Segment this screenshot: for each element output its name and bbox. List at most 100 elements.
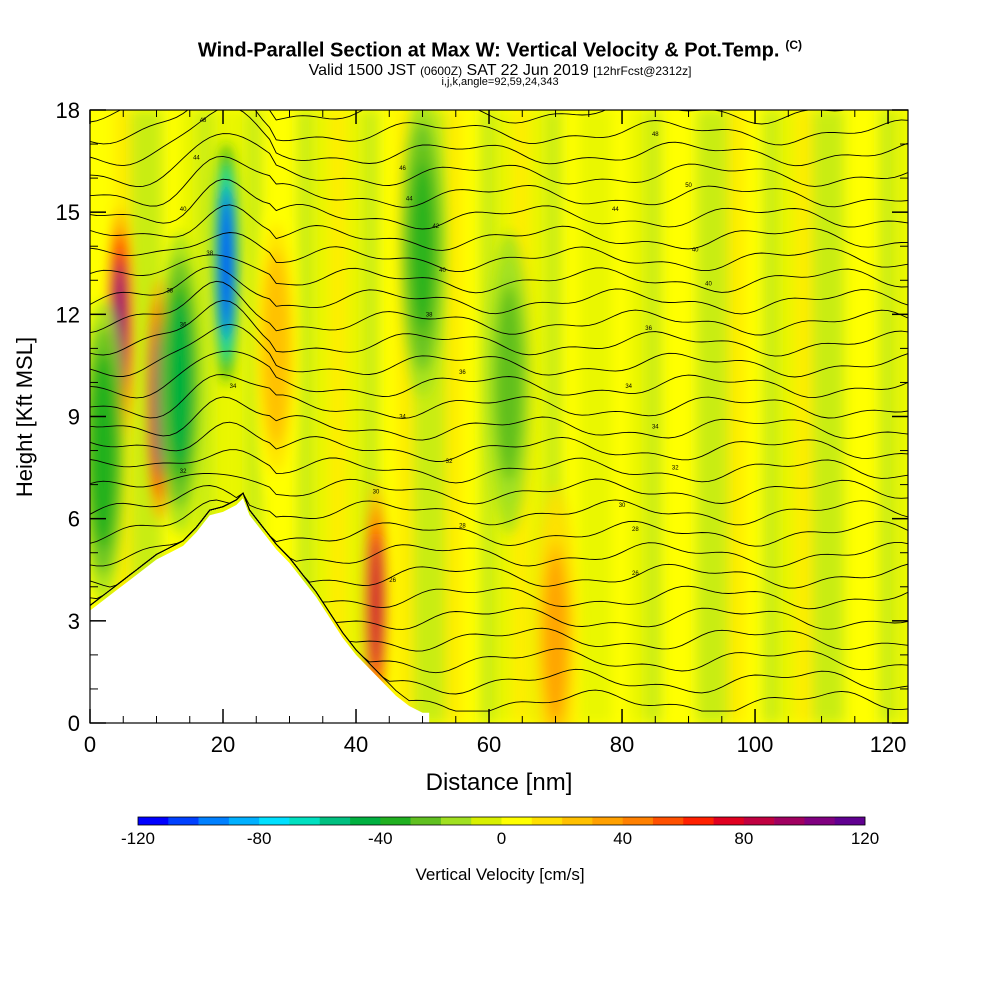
velocity-features	[90, 110, 578, 723]
y-tick-label: 0	[68, 711, 80, 736]
copyright-mark: (C)	[785, 38, 803, 52]
colorbar-swatch	[198, 817, 230, 825]
contour-label: 36	[645, 326, 652, 332]
colorbar-swatch	[531, 817, 563, 825]
contour-label: 32	[672, 466, 679, 472]
velocity-stripe	[711, 110, 730, 723]
isentrope-line	[90, 492, 908, 547]
x-tick-label: 0	[84, 732, 96, 757]
terrain-mask	[90, 498, 430, 723]
velocity-stripe	[346, 110, 364, 723]
colorbar-swatch	[622, 817, 654, 825]
y-tick-label: 9	[68, 405, 80, 430]
x-tick-label: 20	[211, 732, 235, 757]
isentrope-line	[90, 449, 908, 484]
colorbar-swatch	[592, 817, 623, 825]
valid-date: SAT 22 Jun 2019	[466, 62, 589, 79]
y-axis-label: Height [Kft MSL]	[12, 337, 37, 497]
colorbar-swatch	[138, 817, 169, 825]
velocity-core	[167, 299, 192, 465]
velocity-stripe	[661, 110, 680, 723]
colorbar: -120 -80 -40 0 40 80 120	[121, 816, 879, 848]
contour-label: 38	[426, 312, 433, 318]
velocity-stripe	[595, 110, 614, 723]
x-axis: 0 20 40 60 80 100 120	[84, 110, 906, 757]
colorbar-swatch	[683, 817, 714, 825]
contour-label: 28	[459, 523, 466, 529]
isentrope-line	[90, 374, 908, 419]
valid-utc: (0600Z)	[420, 64, 463, 78]
velocity-stripe	[678, 110, 697, 723]
colorbar-swatch	[834, 817, 866, 825]
colorbar-tick-label: -40	[368, 829, 393, 848]
colorbar-swatch	[774, 817, 805, 825]
y-tick-label: 15	[56, 200, 80, 225]
contour-label: 28	[632, 527, 639, 533]
contour-label: 34	[652, 425, 659, 431]
isentrope-line	[90, 421, 908, 462]
velocity-stripe	[312, 110, 331, 723]
isentrope-line	[90, 110, 847, 125]
isentrope-line	[90, 350, 908, 399]
colorbar-swatch	[350, 817, 381, 825]
velocity-stripe	[778, 110, 797, 723]
contour-label: 48	[652, 132, 659, 138]
contour-label: 46	[399, 166, 406, 172]
contour-label: 40	[180, 207, 187, 213]
ijk-angle-label: i,j,k,angle=92,59,24,343	[441, 76, 559, 88]
velocity-stripe	[745, 110, 764, 723]
colorbar-swatch	[410, 817, 442, 825]
isentrope-line	[90, 110, 908, 146]
isentrope-line	[90, 133, 908, 188]
valid-prefix: Valid 1500 JST	[308, 62, 416, 79]
velocity-stripe	[761, 110, 780, 723]
isentrope-line	[90, 110, 908, 167]
colorbar-swatch	[652, 817, 684, 825]
contour-label: 26	[389, 578, 396, 584]
chart-title-text: Wind-Parallel Section at Max W: Vertical…	[197, 39, 780, 62]
colorbar-swatch	[319, 817, 351, 825]
isentrope-line	[90, 155, 908, 208]
colorbar-swatch	[713, 817, 745, 825]
y-tick-label: 6	[68, 507, 80, 532]
velocity-stripe	[728, 110, 747, 723]
isentrope-line	[90, 280, 908, 336]
isentrope-line	[90, 396, 908, 441]
contour-label: 36	[180, 323, 187, 329]
contour-labels: 48 46 44 44 48 50 44 40 42 40 38 40 40 38 38 36 36 36 34 34…	[166, 118, 712, 584]
velocity-stripe	[828, 110, 847, 723]
velocity-stripe	[695, 110, 714, 723]
y-tick-label: 18	[56, 98, 80, 123]
contour-label: 42	[432, 224, 439, 230]
colorbar-label: Vertical Velocity [cm/s]	[415, 865, 584, 884]
velocity-core	[496, 299, 522, 465]
contour-label: 30	[619, 503, 626, 509]
isentrope-line	[90, 266, 908, 315]
x-tick-label: 100	[737, 732, 774, 757]
chart-title: Wind-Parallel Section at Max W: Vertical…	[0, 38, 1000, 63]
contour-label: 44	[612, 207, 619, 213]
contour-label: 34	[625, 384, 632, 390]
colorbar-swatch	[562, 817, 593, 825]
x-axis-label: Distance [nm]	[426, 769, 573, 796]
isentrope-line	[90, 492, 908, 568]
contour-label: 34	[399, 415, 406, 421]
isentrope-line	[90, 323, 908, 378]
plot-area: 48 46 44 44 48 50 44 40 42 40 38 40 40 38 38 36 36 36 34 34…	[90, 110, 908, 723]
velocity-stripe	[578, 110, 597, 723]
x-tick-label: 40	[344, 732, 368, 757]
velocity-core	[264, 265, 289, 431]
isentrope-line	[90, 232, 908, 273]
velocity-stripe	[861, 110, 880, 723]
colorbar-swatch	[289, 817, 321, 825]
isentrope-line	[90, 473, 908, 505]
colorbar-swatch	[380, 817, 411, 825]
contour-label: 34	[230, 384, 237, 390]
colorbar-swatch	[259, 817, 290, 825]
valid-time-line: Valid 1500 JST (0600Z) SAT 22 Jun 2019 […	[0, 62, 1000, 80]
colorbar-swatch	[471, 817, 502, 825]
velocity-stripe	[844, 110, 863, 723]
colorbar-swatch	[168, 817, 199, 825]
